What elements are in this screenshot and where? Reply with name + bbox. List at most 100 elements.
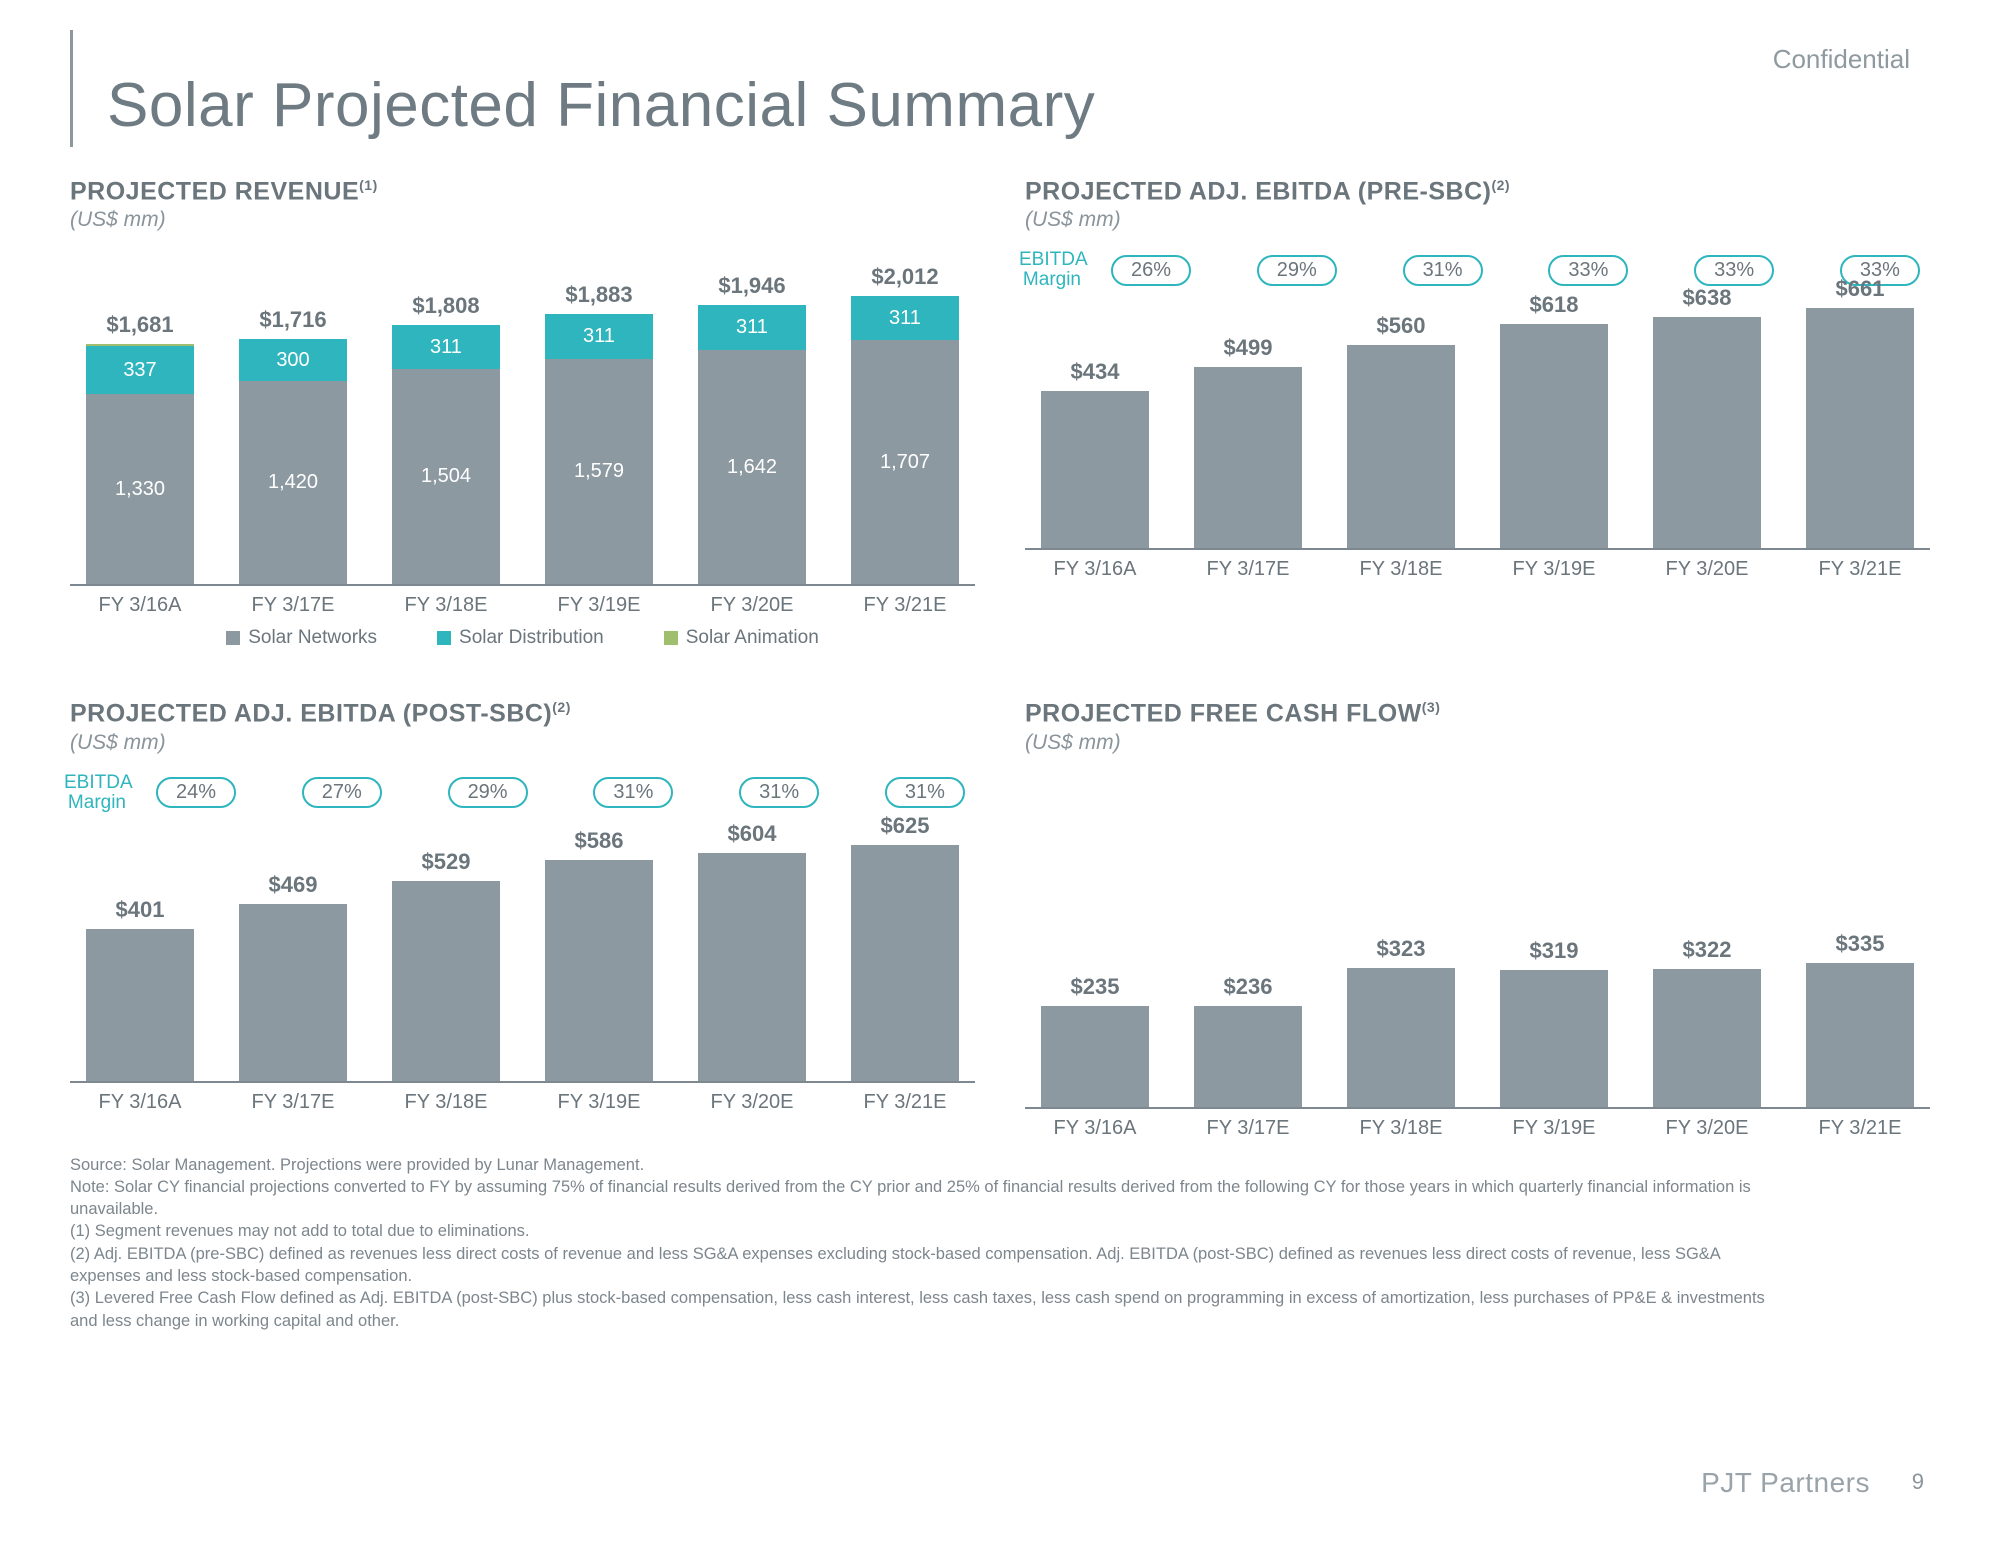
bar-slot: $604 xyxy=(692,821,812,1081)
title-sup: (3) xyxy=(1422,699,1441,715)
bar xyxy=(1194,367,1302,548)
bar-slot: $2,012 1,707311 xyxy=(845,264,965,584)
bar-segment xyxy=(1041,391,1149,548)
bar-total-label: $560 xyxy=(1377,313,1426,339)
page-title: Solar Projected Financial Summary xyxy=(107,30,1930,147)
stacked-bar: 1,504311 xyxy=(392,325,500,584)
bar-segment xyxy=(1500,324,1608,548)
bar-segment xyxy=(1194,1006,1302,1107)
bar-total-label: $319 xyxy=(1530,938,1579,964)
confidential-label: Confidential xyxy=(1773,44,1910,75)
bar-slot: $434 xyxy=(1035,359,1155,548)
page-number: 9 xyxy=(1912,1469,1924,1495)
bar-slot: $322 xyxy=(1647,937,1767,1107)
bar-slot: $236 xyxy=(1188,974,1308,1107)
bar xyxy=(1500,324,1608,548)
bar-segment xyxy=(1653,969,1761,1107)
bar-segment xyxy=(1041,1006,1149,1107)
footnote-source: Source: Solar Management. Projections we… xyxy=(70,1154,1770,1176)
bar-total-label: $1,808 xyxy=(412,293,479,319)
bar-slot: $323 xyxy=(1341,936,1461,1106)
bar-segment: 1,579 xyxy=(545,359,653,585)
bar xyxy=(1653,969,1761,1107)
legend-swatch xyxy=(226,631,240,645)
bar-segment xyxy=(239,904,347,1081)
legend-item: Solar Networks xyxy=(226,627,377,649)
margin-label: EBITDAMargin xyxy=(64,773,126,813)
x-label: FY 3/17E xyxy=(1188,1117,1308,1140)
stacked-bar: 1,707311 xyxy=(851,296,959,584)
title-text: PROJECTED ADJ. EBITDA (POST-SBC) xyxy=(70,700,552,728)
xaxis-post: FY 3/16AFY 3/17EFY 3/18EFY 3/19EFY 3/20E… xyxy=(70,1083,975,1114)
margin-pill: 29% xyxy=(448,777,528,808)
bar-segment xyxy=(1500,970,1608,1107)
x-label: FY 3/19E xyxy=(1494,1117,1614,1140)
bar xyxy=(698,853,806,1081)
bar-segment xyxy=(1347,345,1455,548)
x-label: FY 3/19E xyxy=(539,594,659,617)
bar-slot: $469 xyxy=(233,872,353,1081)
xaxis-revenue: FY 3/16AFY 3/17EFY 3/18EFY 3/19EFY 3/20E… xyxy=(70,586,975,617)
stacked-bar: 1,579311 xyxy=(545,314,653,584)
bar xyxy=(1653,317,1761,549)
bar xyxy=(1041,1006,1149,1107)
title-sup: (2) xyxy=(1491,177,1510,193)
bar-segment xyxy=(1806,963,1914,1107)
bar xyxy=(392,881,500,1081)
x-label: FY 3/19E xyxy=(1494,558,1614,581)
bar-total-label: $2,012 xyxy=(871,264,938,290)
legend-label: Solar Distribution xyxy=(459,627,604,649)
bar xyxy=(1194,1006,1302,1107)
margin-pill: 31% xyxy=(593,777,673,808)
bar-slot: $1,9461,642311 xyxy=(692,273,812,584)
bar-total-label: $235 xyxy=(1071,974,1120,1000)
legend-label: Solar Networks xyxy=(248,627,377,649)
chart-fcf: $235$236$323$319$322$335 xyxy=(1025,809,1930,1109)
bar-segment xyxy=(851,845,959,1081)
x-label: FY 3/21E xyxy=(845,1091,965,1114)
margin-pill: 27% xyxy=(302,777,382,808)
bar-slot: $1,6811,330337 xyxy=(80,312,200,584)
bar-slot: $529 xyxy=(386,849,506,1081)
bar-total-label: $401 xyxy=(116,897,165,923)
bar-slot: $319 xyxy=(1494,938,1614,1107)
legend-revenue: Solar Networks Solar Distribution Solar An… xyxy=(70,627,975,649)
legend-item: Solar Distribution xyxy=(437,627,604,649)
bar-total-label: $625 xyxy=(881,813,930,839)
bar-segment: 1,420 xyxy=(239,381,347,584)
footer-brand: PJT Partners xyxy=(1701,1467,1870,1499)
stacked-bar: 1,330337 xyxy=(86,344,194,584)
title-text: PROJECTED REVENUE xyxy=(70,177,359,205)
bar-segment: 1,330 xyxy=(86,394,194,584)
bar-segment xyxy=(698,853,806,1081)
bar-segment xyxy=(392,881,500,1081)
bar-total-label: $434 xyxy=(1071,359,1120,385)
legend-swatch xyxy=(664,631,678,645)
margin-row-post: EBITDAMargin 24%27%29%31%31%31% xyxy=(64,773,975,813)
bar-slot: $1,7161,420300 xyxy=(233,307,353,585)
bar-segment xyxy=(1347,968,1455,1106)
x-label: FY 3/16A xyxy=(80,594,200,617)
x-label: FY 3/17E xyxy=(1188,558,1308,581)
bar-segment: 1,707 xyxy=(851,340,959,584)
panel-ebitda-pre: PROJECTED ADJ. EBITDA (PRE-SBC)(2) (US$ … xyxy=(1025,177,1930,649)
bar xyxy=(545,860,653,1081)
legend-label: Solar Animation xyxy=(686,627,819,649)
panel-ebitda-post-sub: (US$ mm) xyxy=(70,731,975,755)
xaxis-pre: FY 3/16AFY 3/17EFY 3/18EFY 3/19EFY 3/20E… xyxy=(1025,550,1930,581)
bar-segment: 337 xyxy=(86,346,194,394)
legend-swatch xyxy=(437,631,451,645)
panel-ebitda-post: PROJECTED ADJ. EBITDA (POST-SBC)(2) (US$… xyxy=(70,699,975,1139)
bar-segment xyxy=(86,929,194,1080)
bar-segment xyxy=(1806,308,1914,548)
title-sup: (2) xyxy=(552,699,571,715)
bar-total-label: $618 xyxy=(1530,292,1579,318)
bar xyxy=(1500,970,1608,1107)
title-sup: (1) xyxy=(359,177,378,193)
panel-revenue: PROJECTED REVENUE(1) (US$ mm) $1,6811,33… xyxy=(70,177,975,649)
bar-total-label: $661 xyxy=(1836,276,1885,302)
bar-slot: $235 xyxy=(1035,974,1155,1107)
x-label: FY 3/17E xyxy=(233,594,353,617)
x-label: FY 3/16A xyxy=(1035,1117,1155,1140)
x-label: FY 3/18E xyxy=(386,1091,506,1114)
